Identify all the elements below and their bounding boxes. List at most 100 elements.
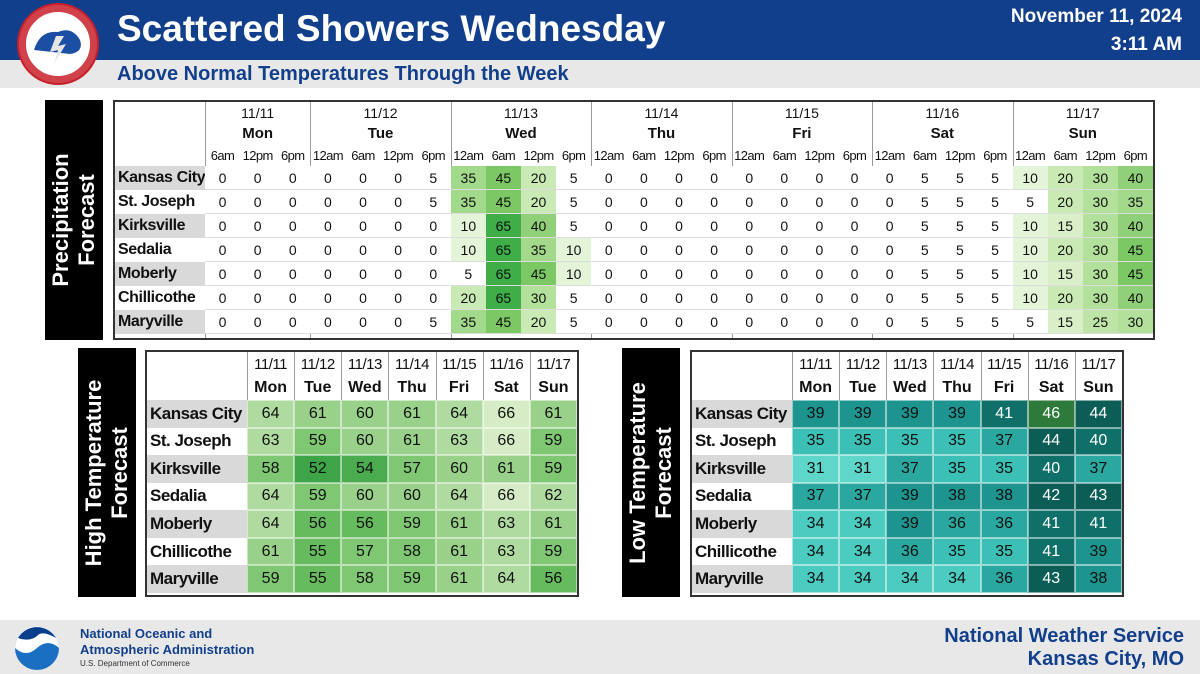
day-label: Tue — [304, 379, 332, 396]
temp-cell: 35 — [933, 537, 981, 566]
time-label: 6pm — [842, 147, 867, 163]
temp-cell: 42 — [1027, 482, 1075, 511]
precip-cell: 0 — [837, 286, 873, 310]
day-label: Thu — [647, 125, 676, 142]
precip-cell: 0 — [591, 166, 627, 190]
precip-cell: 30 — [1082, 286, 1118, 310]
side-label: Low Temperature Forecast — [625, 381, 676, 564]
precip-cell: 0 — [766, 190, 802, 214]
precip-cell: 0 — [275, 310, 311, 334]
time-label: 12am — [734, 147, 765, 163]
precip-cell: 0 — [731, 286, 767, 310]
precip-cell: 0 — [310, 238, 346, 262]
precip-cell: 5 — [942, 166, 978, 190]
precip-cell: 0 — [415, 262, 451, 286]
day-label: Tue — [367, 125, 394, 142]
precip-cell: 5 — [1012, 190, 1048, 214]
precip-cell: 0 — [626, 190, 662, 214]
precip-cell: 0 — [766, 166, 802, 190]
temp-cell: 60 — [341, 427, 389, 456]
time-label: 12pm — [804, 147, 835, 163]
temp-cell: 41 — [1027, 510, 1075, 538]
temp-cell: 52 — [294, 455, 342, 483]
temp-cell: 41 — [980, 400, 1028, 428]
precip-cell: 20 — [1047, 286, 1083, 310]
precip-cell: 0 — [415, 286, 451, 310]
time-label: 12pm — [944, 147, 976, 163]
day-label: Tue — [849, 379, 877, 396]
precip-cell: 0 — [766, 214, 802, 238]
temp-cell: 31 — [792, 455, 840, 483]
time-label: 6am — [351, 147, 375, 163]
precip-cell: 10 — [1012, 238, 1048, 262]
precip-cell: 0 — [801, 286, 837, 310]
precip-cell: 20 — [1047, 166, 1083, 190]
date-label: 11/11 — [241, 104, 275, 121]
grid-line — [792, 352, 793, 400]
temp-cell: 34 — [792, 565, 840, 593]
precip-cell: 5 — [942, 238, 978, 262]
temp-cell: 60 — [388, 482, 436, 511]
precip-cell: 10 — [1012, 166, 1048, 190]
precip-cell: 0 — [731, 238, 767, 262]
precip-cell: 10 — [1012, 262, 1048, 286]
time-label: 6pm — [421, 147, 445, 163]
precip-cell: 35 — [450, 190, 486, 214]
grid-line — [839, 352, 841, 400]
temp-cell: 37 — [792, 482, 840, 511]
side-label: High Temperature Forecast — [81, 379, 132, 566]
temp-cell: 39 — [886, 482, 934, 511]
temp-cell: 64 — [435, 482, 483, 511]
precip-cell: 25 — [1082, 310, 1118, 334]
date-label: 11/13 — [892, 355, 927, 373]
date-label: 11/11 — [799, 355, 832, 373]
precip-cell: 20 — [450, 286, 486, 310]
day-label: Sat — [1038, 379, 1064, 396]
precip-cell: 0 — [205, 166, 241, 190]
city-label: Sedalia — [147, 482, 247, 511]
temp-cell: 61 — [435, 565, 483, 593]
day-label: Wed — [505, 125, 537, 142]
precip-cell: 0 — [275, 166, 311, 190]
precip-cell: 65 — [485, 238, 521, 262]
temp-cell: 39 — [1074, 537, 1122, 566]
time-label: 6pm — [1123, 147, 1148, 163]
day-label: Sun — [538, 379, 569, 396]
temp-cell: 37 — [1074, 455, 1122, 483]
precip-cell: 5 — [977, 190, 1013, 214]
grid-line — [435, 352, 437, 400]
precip-cell: 0 — [591, 310, 627, 334]
city-label: Kansas City — [115, 166, 206, 190]
precip-cell: 0 — [345, 190, 381, 214]
precip-cell: 20 — [1047, 190, 1083, 214]
city-label: Chillicothe — [692, 537, 792, 566]
day-label: Sun — [1068, 125, 1097, 142]
precip-cell: 0 — [240, 286, 276, 310]
precip-cell: 0 — [415, 238, 451, 262]
precip-cell: 0 — [240, 262, 276, 286]
time-label: 12pm — [383, 147, 414, 163]
temp-cell: 58 — [247, 455, 295, 483]
grid-line — [482, 352, 484, 400]
temp-cell: 37 — [980, 427, 1028, 456]
precip-cell: 20 — [1047, 238, 1083, 262]
precip-cell: 0 — [380, 166, 416, 190]
precip-cell: 5 — [556, 166, 592, 190]
precip-cell: 0 — [661, 262, 697, 286]
precip-cell: 5 — [556, 214, 592, 238]
precip-cell: 5 — [942, 286, 978, 310]
precip-cell: 0 — [240, 214, 276, 238]
temp-cell: 66 — [482, 427, 530, 456]
precip-cell: 65 — [485, 262, 521, 286]
temp-cell: 61 — [529, 400, 577, 428]
temp-cell: 35 — [933, 455, 981, 483]
precip-cell: 0 — [415, 214, 451, 238]
side-label: Precipitation Forecast — [48, 153, 99, 287]
time-label: 12am — [312, 147, 344, 163]
city-label: Sedalia — [692, 482, 792, 511]
date: November 11, 2024 — [1010, 6, 1182, 27]
temp-cell: 34 — [839, 537, 887, 566]
precip-cell: 40 — [1117, 214, 1153, 238]
precip-cell: 0 — [801, 238, 837, 262]
temp-cell: 35 — [933, 427, 981, 456]
